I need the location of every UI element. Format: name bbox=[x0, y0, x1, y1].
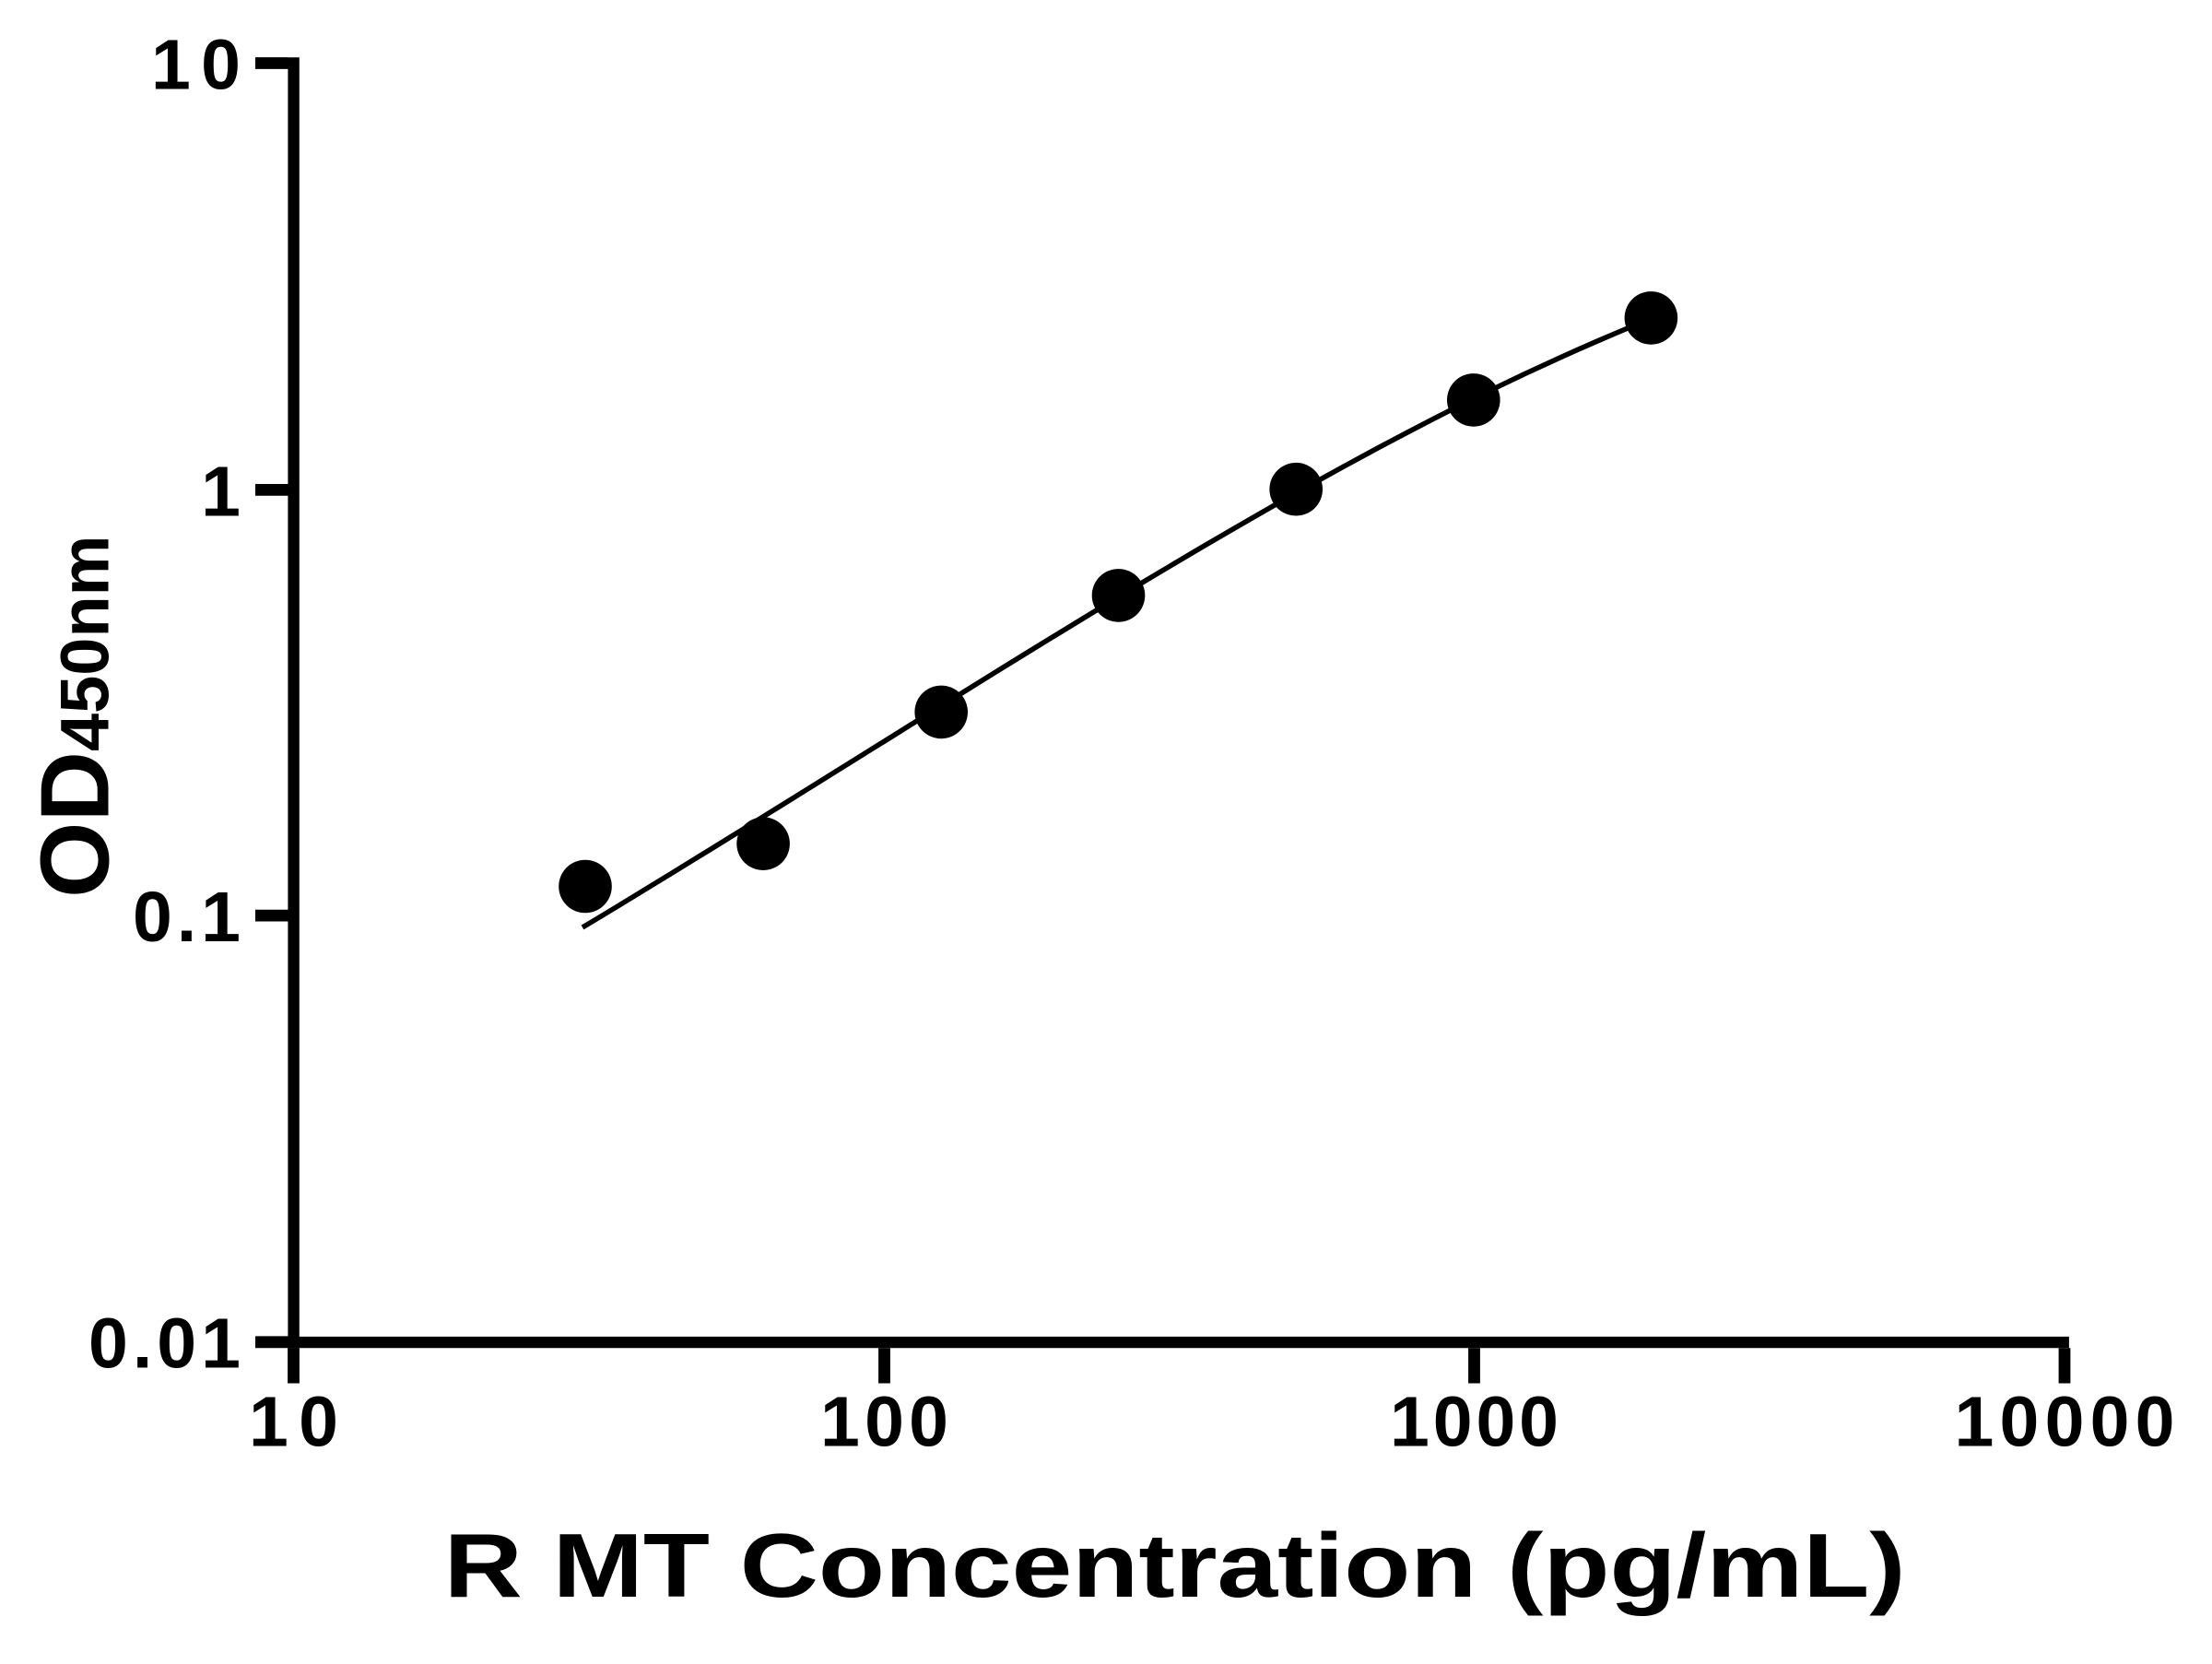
svg-text:100: 100 bbox=[820, 1383, 948, 1462]
svg-text:0.01: 0.01 bbox=[88, 1304, 241, 1384]
svg-text:0.1: 0.1 bbox=[133, 878, 241, 957]
svg-text:OD450nm: OD450nm bbox=[21, 536, 130, 898]
svg-text:10000: 10000 bbox=[1955, 1383, 2175, 1462]
svg-text:R MT Concentration (pg/mL): R MT Concentration (pg/mL) bbox=[444, 1515, 1906, 1616]
svg-text:1: 1 bbox=[201, 452, 241, 531]
